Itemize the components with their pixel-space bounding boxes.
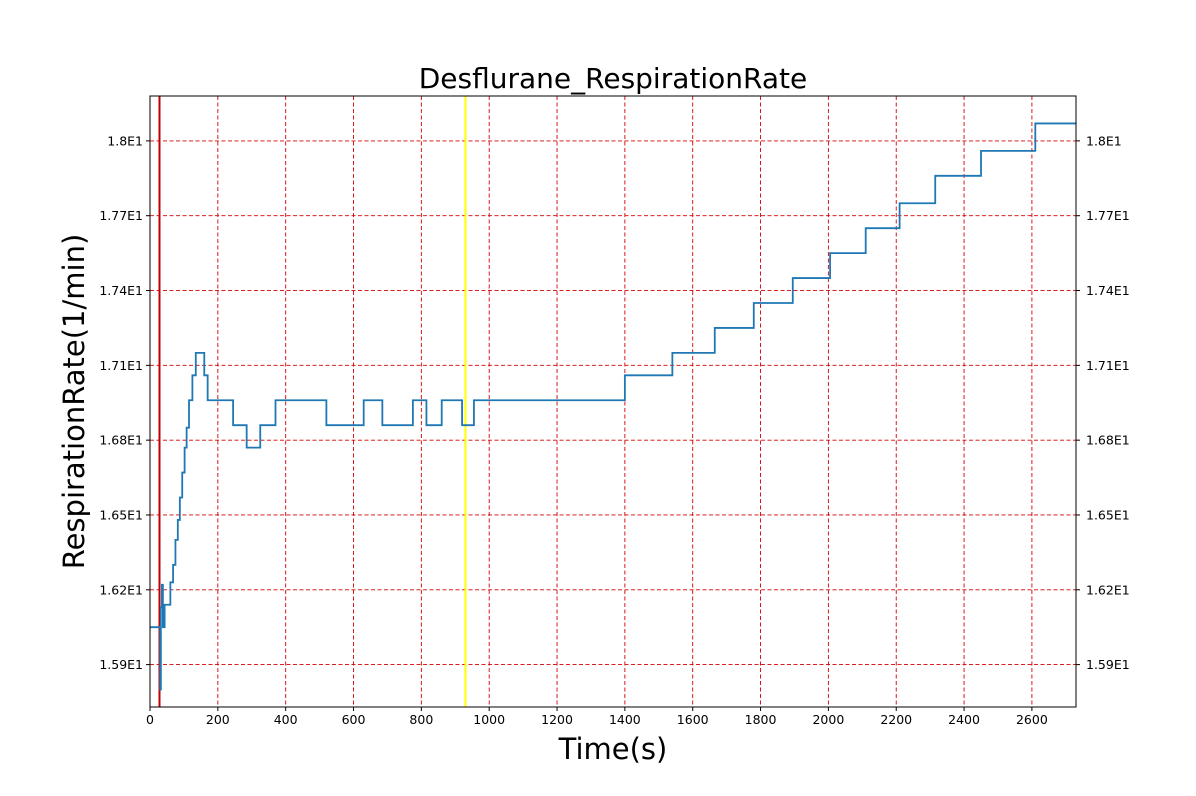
x-axis-label: Time(s) xyxy=(558,732,668,766)
x-tick-label: 600 xyxy=(342,712,366,727)
y-right-tick-label: 1.65E1 xyxy=(1086,507,1130,522)
series-line xyxy=(150,122,1076,691)
x-tick-label: 1400 xyxy=(609,712,641,727)
grid xyxy=(150,96,1076,707)
x-tick-label: 1000 xyxy=(473,712,505,727)
x-tick-label: 0 xyxy=(146,712,154,727)
y-axis-right: 1.59E1 1.62E1 1.65E1 1.68E1 1.71E1 1.74E1 1.77… xyxy=(1076,133,1130,672)
y-tick-label: 1.8E1 xyxy=(107,133,143,148)
x-axis: 0 200 400 600 800 1000 1200 1400 1600 1800 2000 220… xyxy=(146,707,1048,727)
x-tick-label: 200 xyxy=(206,712,230,727)
y-right-tick-label: 1.71E1 xyxy=(1086,358,1130,373)
y-tick-label: 1.59E1 xyxy=(99,657,143,672)
x-tick-label: 2000 xyxy=(812,712,844,727)
x-tick-label: 800 xyxy=(409,712,433,727)
y-right-tick-label: 1.59E1 xyxy=(1086,657,1130,672)
x-tick-label: 1600 xyxy=(677,712,709,727)
x-tick-label: 400 xyxy=(274,712,298,727)
y-tick-label: 1.65E1 xyxy=(99,507,143,522)
plot-frame xyxy=(149,95,1077,708)
y-right-tick-label: 1.62E1 xyxy=(1086,582,1130,597)
x-tick-label: 1800 xyxy=(745,712,777,727)
y-tick-label: 1.68E1 xyxy=(99,433,143,448)
y-tick-label: 1.74E1 xyxy=(99,283,143,298)
x-tick-label: 2600 xyxy=(1016,712,1048,727)
y-right-tick-label: 1.77E1 xyxy=(1086,208,1130,223)
y-right-tick-label: 1.68E1 xyxy=(1086,433,1130,448)
x-tick-label: 2400 xyxy=(948,712,980,727)
series-layer xyxy=(150,122,1076,691)
vertical-markers xyxy=(158,96,467,707)
y-right-tick-label: 1.8E1 xyxy=(1086,133,1122,148)
y-axis-label: RespirationRate(1/min) xyxy=(57,234,91,570)
y-right-tick-label: 1.74E1 xyxy=(1086,283,1130,298)
x-tick-label: 1200 xyxy=(541,712,573,727)
y-tick-label: 1.71E1 xyxy=(99,358,143,373)
y-tick-label: 1.77E1 xyxy=(99,208,143,223)
chart-title: Desflurane_RespirationRate xyxy=(419,62,807,95)
x-tick-label: 2200 xyxy=(880,712,912,727)
y-axis-left: 1.59E1 1.62E1 1.65E1 1.68E1 1.71E1 1.74E1 1.77… xyxy=(99,133,150,672)
y-tick-label: 1.62E1 xyxy=(99,582,143,597)
